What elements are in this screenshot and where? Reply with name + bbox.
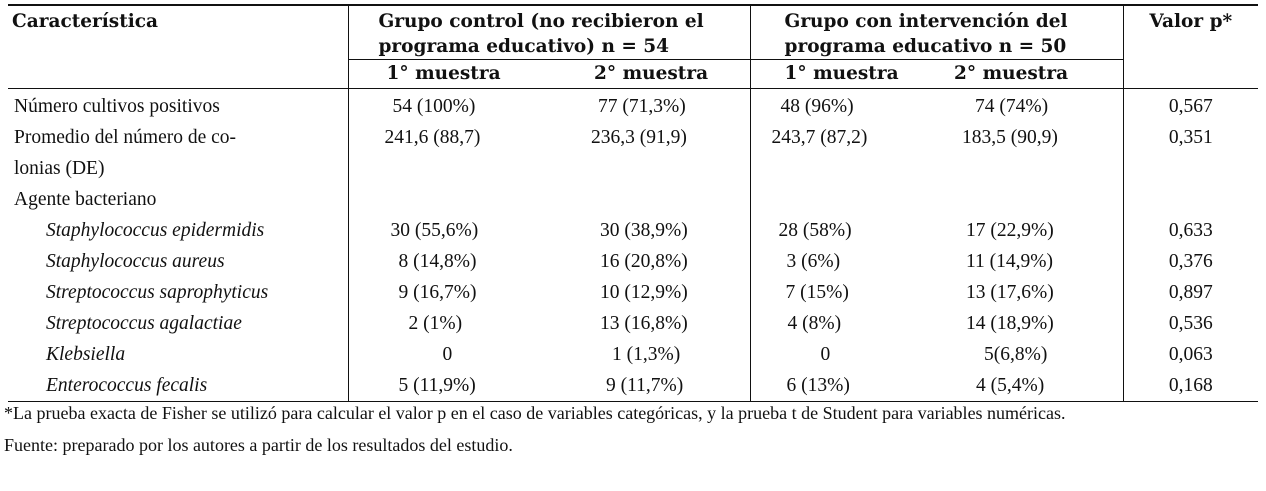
header-group-intervention-line2: programa educativo n = 50 — [784, 36, 1067, 57]
row-label: Promedio del número de co- lonias (DE) — [8, 122, 348, 184]
cell-intervention-sample2: 14 (18,9%) — [966, 313, 1054, 334]
row-label: Streptococcus saprophyticus — [46, 282, 269, 303]
cell-control-sample2: 13 (16,8%) — [600, 313, 688, 334]
header-p-value: Valor p* — [1122, 4, 1259, 89]
cell-control-sample1: 9 (16,7%) — [347, 277, 550, 308]
header-sample1-intervention: 1° muestra — [749, 59, 939, 89]
table-row: Streptococcus agalactiae 2 (1%) 13 (16,8… — [8, 308, 1259, 339]
cell-control-sample1: 54 (100%) — [347, 88, 550, 122]
cell-control-sample1: 2 (1%) — [347, 308, 550, 339]
footnote-source: Fuente: preparado por los autores a part… — [4, 435, 513, 455]
header-group-control: Grupo control (no recibieron el programa… — [347, 4, 751, 60]
row-label: Klebsiella — [46, 344, 126, 365]
table-row: Klebsiella 0 1 (1,3%) 0 5(6,8%) 0,063 — [8, 339, 1259, 370]
row-label-line2: lonias (DE) — [14, 158, 105, 179]
table-row: Streptococcus saprophyticus 9 (16,7%) 10… — [8, 277, 1259, 308]
cell-control-sample2: 9 (11,7%) — [550, 370, 751, 402]
cell-p-value: 0,168 — [1122, 370, 1259, 402]
cell-p-value: 0,063 — [1122, 339, 1259, 370]
table-header: Característica Grupo control (no recibie… — [8, 4, 1259, 89]
cell-intervention-sample1 — [749, 184, 939, 215]
row-label: Agente bacteriano — [14, 189, 157, 210]
table-row: Promedio del número de co- lonias (DE) 2… — [8, 122, 1259, 184]
cell-intervention-sample1: 3 (6%) — [749, 246, 939, 277]
header-sample1-control: 1° muestra — [347, 59, 550, 89]
cell-p-value — [1122, 184, 1259, 215]
header-characteristic: Característica — [8, 4, 348, 89]
cell-intervention-sample1: 6 (13%) — [749, 370, 939, 402]
cell-intervention-sample2: 5(6,8%) — [984, 344, 1048, 365]
table-footnotes: *La prueba exacta de Fisher se utilizó p… — [4, 402, 1259, 457]
cell-intervention-sample2: 183,5 (90,9) — [962, 127, 1058, 148]
cell-p-value: 0,567 — [1122, 88, 1259, 122]
row-label-line1: Promedio del número de co- — [14, 127, 237, 148]
cell-control-sample2: 77 (71,3%) — [598, 96, 686, 117]
cell-intervention-sample2: 11 (14,9%) — [966, 251, 1054, 272]
table-row: Número cultivos positivos 54 (100%) 77 (… — [8, 88, 1259, 122]
cell-control-sample2: 10 (12,9%) — [600, 282, 688, 303]
row-label: Número cultivos positivos — [14, 96, 220, 117]
row-label: Streptococcus agalactiae — [46, 313, 242, 334]
cell-control-sample2: 30 (38,9%) — [600, 220, 688, 241]
header-group-intervention: Grupo con intervención del programa educ… — [749, 4, 1124, 60]
cell-intervention-sample1: 28 (58%) — [749, 215, 939, 246]
cell-intervention-sample1: 0 — [749, 339, 939, 370]
cell-control-sample1: 241,6 (88,7) — [347, 122, 550, 184]
cell-intervention-sample1: 48 (96%) — [749, 88, 939, 122]
cell-control-sample1: 8 (14,8%) — [347, 246, 550, 277]
cell-control-sample1 — [347, 184, 550, 215]
cell-intervention-sample2: 4 (5,4%) — [938, 370, 1124, 402]
header-group-control-line1: Grupo control (no recibieron el — [378, 11, 704, 32]
header-sample2-control: 2° muestra — [550, 59, 751, 89]
cell-control-sample1: 5 (11,9%) — [347, 370, 550, 402]
cell-intervention-sample2: 13 (17,6%) — [966, 282, 1054, 303]
cell-intervention-sample1: 7 (15%) — [749, 277, 939, 308]
cell-p-value: 0,351 — [1122, 122, 1259, 184]
row-label: Enterococcus fecalis — [8, 370, 348, 402]
cell-control-sample1: 0 — [347, 339, 550, 370]
cell-intervention-sample2: 74 (74%) — [975, 96, 1049, 117]
cell-p-value: 0,633 — [1122, 215, 1259, 246]
cell-p-value: 0,897 — [1122, 277, 1259, 308]
cell-intervention-sample1: 4 (8%) — [749, 308, 939, 339]
footnote-fisher: *La prueba exacta de Fisher se utilizó p… — [4, 403, 1066, 423]
cell-p-value: 0,536 — [1122, 308, 1259, 339]
results-table: Característica Grupo control (no recibie… — [8, 4, 1259, 402]
table-row: Staphylococcus epidermidis 30 (55,6%) 30… — [8, 215, 1259, 246]
cell-control-sample1: 30 (55,6%) — [347, 215, 550, 246]
cell-control-sample2: 236,3 (91,9) — [591, 127, 687, 148]
cell-intervention-sample2 — [938, 184, 1123, 215]
header-group-intervention-line1: Grupo con intervención del — [784, 11, 1068, 32]
table-row: Staphylococcus aureus 8 (14,8%) 16 (20,8… — [8, 246, 1259, 277]
header-group-control-line2: programa educativo) n = 54 — [378, 36, 670, 57]
cell-control-sample2: 16 (20,8%) — [600, 251, 688, 272]
cell-control-sample2 — [550, 184, 750, 215]
cell-p-value: 0,376 — [1122, 246, 1259, 277]
cell-intervention-sample2: 17 (22,9%) — [966, 220, 1054, 241]
row-label: Staphylococcus epidermidis — [46, 220, 265, 241]
table-body: Número cultivos positivos 54 (100%) 77 (… — [8, 88, 1259, 402]
results-table-container: Característica Grupo control (no recibie… — [8, 4, 1259, 402]
table-row: Agente bacteriano — [8, 184, 1259, 215]
cell-control-sample2: 1 (1,3%) — [612, 344, 681, 365]
header-sample2-intervention: 2° muestra — [938, 59, 1124, 89]
cell-intervention-sample1: 243,7 (87,2) — [749, 122, 939, 184]
row-label: Staphylococcus aureus — [46, 251, 225, 272]
table-row: Enterococcus fecalis 5 (11,9%) 9 (11,7%)… — [8, 370, 1259, 402]
